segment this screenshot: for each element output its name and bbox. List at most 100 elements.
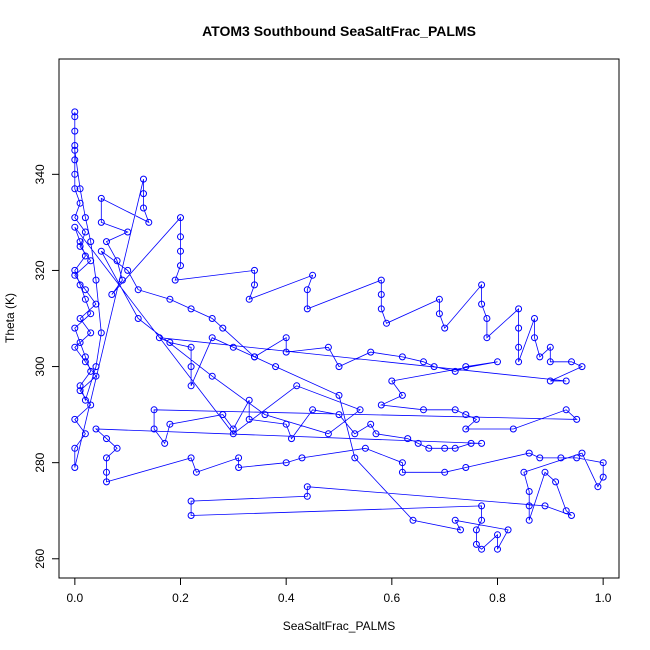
data-point (245, 415, 253, 423)
data-point (435, 295, 443, 303)
data-point (573, 454, 581, 462)
data-point (87, 257, 95, 265)
data-point (171, 276, 179, 284)
data-point (71, 185, 79, 193)
data-point (113, 257, 121, 265)
data-point (425, 444, 433, 452)
data-point (140, 175, 147, 183)
data-point (108, 291, 116, 298)
data-point (293, 382, 301, 390)
data-point (483, 334, 491, 342)
data-point (229, 343, 237, 351)
data-point (525, 516, 533, 524)
data-point (103, 238, 110, 246)
data-point (377, 305, 385, 313)
data-point (187, 512, 195, 519)
data-point (97, 247, 105, 255)
data-point (103, 435, 110, 443)
data-point (335, 391, 343, 399)
data-point (351, 430, 359, 438)
data-point (87, 310, 95, 318)
x-tick-label: 0.2 (172, 591, 189, 605)
data-point (208, 334, 216, 342)
data-point (161, 439, 169, 447)
data-point (140, 190, 147, 198)
data-point (552, 478, 560, 486)
data-point (562, 507, 570, 515)
data-point (478, 300, 486, 308)
data-point (288, 435, 295, 443)
data-point (76, 387, 84, 395)
data-point (599, 473, 607, 481)
data-point (81, 286, 89, 294)
data-point (166, 295, 174, 303)
data-point (134, 286, 142, 294)
data-point (398, 391, 406, 399)
data-point (472, 540, 480, 548)
data-point (462, 363, 470, 371)
data-point (235, 464, 243, 471)
data-point (71, 127, 79, 135)
data-point (404, 435, 412, 443)
data-point (251, 281, 258, 289)
data-point (573, 415, 581, 423)
data-point (81, 295, 89, 303)
data-point (81, 430, 89, 438)
data-point (81, 353, 89, 361)
data-point (509, 425, 517, 433)
data-point (541, 468, 549, 476)
y-tick-label: 300 (33, 356, 47, 376)
data-point (71, 444, 79, 452)
data-point (71, 324, 79, 332)
y-tick-label: 340 (33, 164, 47, 184)
data-point (546, 358, 554, 366)
data-point (367, 348, 375, 356)
data-point (118, 276, 126, 284)
data-point (467, 439, 475, 447)
data-point (187, 454, 195, 462)
data-point (81, 214, 89, 222)
data-point (525, 449, 533, 457)
data-point (177, 262, 184, 270)
data-point (71, 464, 79, 471)
data-point (76, 281, 84, 289)
data-point (462, 464, 470, 471)
data-point (525, 502, 533, 510)
data-point (435, 310, 443, 318)
data-point (71, 266, 79, 274)
data-point (451, 516, 459, 524)
data-point (81, 228, 89, 236)
data-point (71, 146, 79, 154)
data-point (71, 415, 79, 423)
data-point (87, 401, 95, 409)
x-axis: 0.0 0.2 0.4 0.6 0.8 1.0 (67, 577, 612, 605)
data-point (377, 401, 385, 409)
data-point (71, 271, 79, 279)
data-point (515, 324, 523, 332)
data-point (541, 502, 549, 510)
data-point (372, 430, 380, 438)
data-point (451, 444, 459, 452)
data-point (515, 305, 523, 313)
data-point (377, 291, 385, 298)
data-point (245, 295, 253, 303)
data-point (87, 238, 95, 246)
chart-title: ATOM3 Southbound SeaSaltFrac_PALMS (202, 23, 476, 39)
data-point (208, 372, 216, 380)
data-point (409, 516, 417, 524)
data-point (525, 488, 533, 495)
data-point (76, 185, 84, 193)
data-point (414, 439, 422, 447)
data-point (92, 363, 100, 371)
data-point (219, 411, 227, 419)
data-point (103, 468, 110, 476)
data-point (124, 266, 132, 274)
data-point (335, 363, 343, 371)
data-point (483, 315, 491, 322)
data-point (187, 382, 195, 390)
data-point (282, 420, 290, 428)
data-point (282, 348, 290, 356)
data-point (261, 411, 269, 419)
data-point (568, 358, 575, 366)
data-point (578, 363, 586, 371)
